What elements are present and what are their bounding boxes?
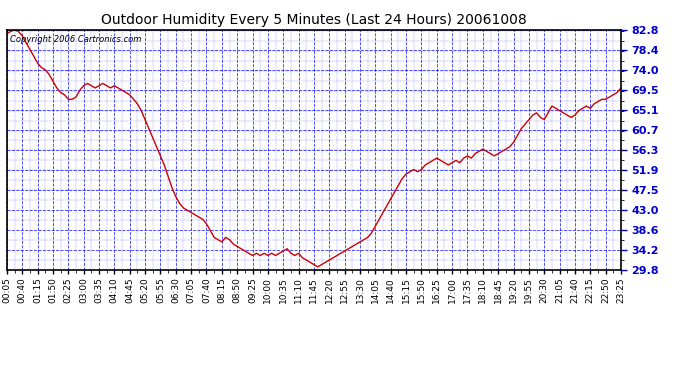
Text: Copyright 2006 Cartronics.com: Copyright 2006 Cartronics.com: [10, 35, 141, 44]
Title: Outdoor Humidity Every 5 Minutes (Last 24 Hours) 20061008: Outdoor Humidity Every 5 Minutes (Last 2…: [101, 13, 527, 27]
